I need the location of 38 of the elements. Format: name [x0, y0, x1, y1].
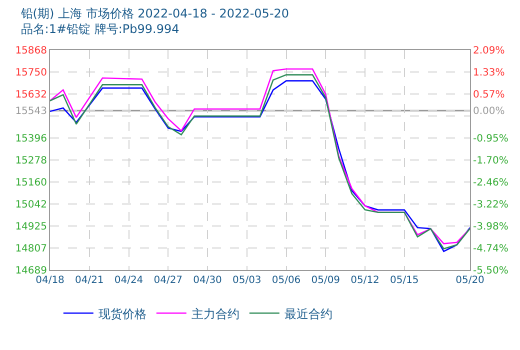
y2-tick-label: -3.22% [473, 199, 508, 210]
x-tick-label: 05/06 [272, 275, 301, 286]
y2-tick-label: -5.50% [473, 266, 508, 276]
y-tick-label: 15396 [15, 134, 47, 145]
y-tick-label: 15160 [15, 178, 47, 189]
y2-tick-label: -1.70% [473, 155, 508, 166]
x-tick-label: 04/21 [74, 275, 104, 286]
y-tick-label: 15868 [15, 46, 47, 56]
y2-tick-label: 2.09% [473, 46, 505, 56]
x-tick-label: 04/30 [193, 275, 222, 286]
chart-subtitle: 品名:1#铅锭 牌号:Pb99.994 [20, 22, 180, 36]
y-tick-label: 14689 [15, 266, 47, 276]
y2-tick-label: 0.57% [473, 90, 505, 101]
y2-tick-label: 0.00% [473, 106, 505, 118]
x-tick-label: 04/24 [114, 275, 144, 286]
y-tick-label: 15543 [15, 106, 47, 118]
x-tick-label: 04/27 [154, 275, 183, 286]
y-tick-label: 15632 [15, 90, 47, 101]
y-tick-label: 15278 [15, 156, 47, 167]
y-tick-label: 15750 [15, 68, 47, 79]
legend-label: 最近合约 [284, 306, 332, 321]
y2-tick-label: -3.98% [473, 221, 508, 232]
chart-title: 铅(期) 上海 市场价格 2022-04-18 - 2022-05-20 [20, 6, 290, 20]
x-tick-label: 05/15 [390, 275, 419, 286]
y2-tick-label: 1.33% [473, 68, 505, 79]
legend-label: 主力合约 [191, 306, 240, 321]
y2-tick-label: -2.46% [473, 177, 508, 188]
y2-tick-label: -0.95% [473, 134, 508, 145]
x-tick-label: 05/03 [232, 275, 262, 286]
y2-tick-label: -4.74% [473, 243, 508, 254]
y-tick-label: 14807 [15, 243, 47, 254]
x-tick-label: 04/18 [36, 275, 64, 286]
x-tick-label: 05/09 [311, 275, 340, 286]
x-tick-label: 05/20 [456, 275, 484, 286]
y-tick-label: 15042 [15, 200, 47, 211]
y-tick-label: 14925 [15, 221, 47, 232]
x-tick-label: 05/12 [350, 275, 380, 286]
legend-label: 现货价格 [98, 306, 146, 321]
